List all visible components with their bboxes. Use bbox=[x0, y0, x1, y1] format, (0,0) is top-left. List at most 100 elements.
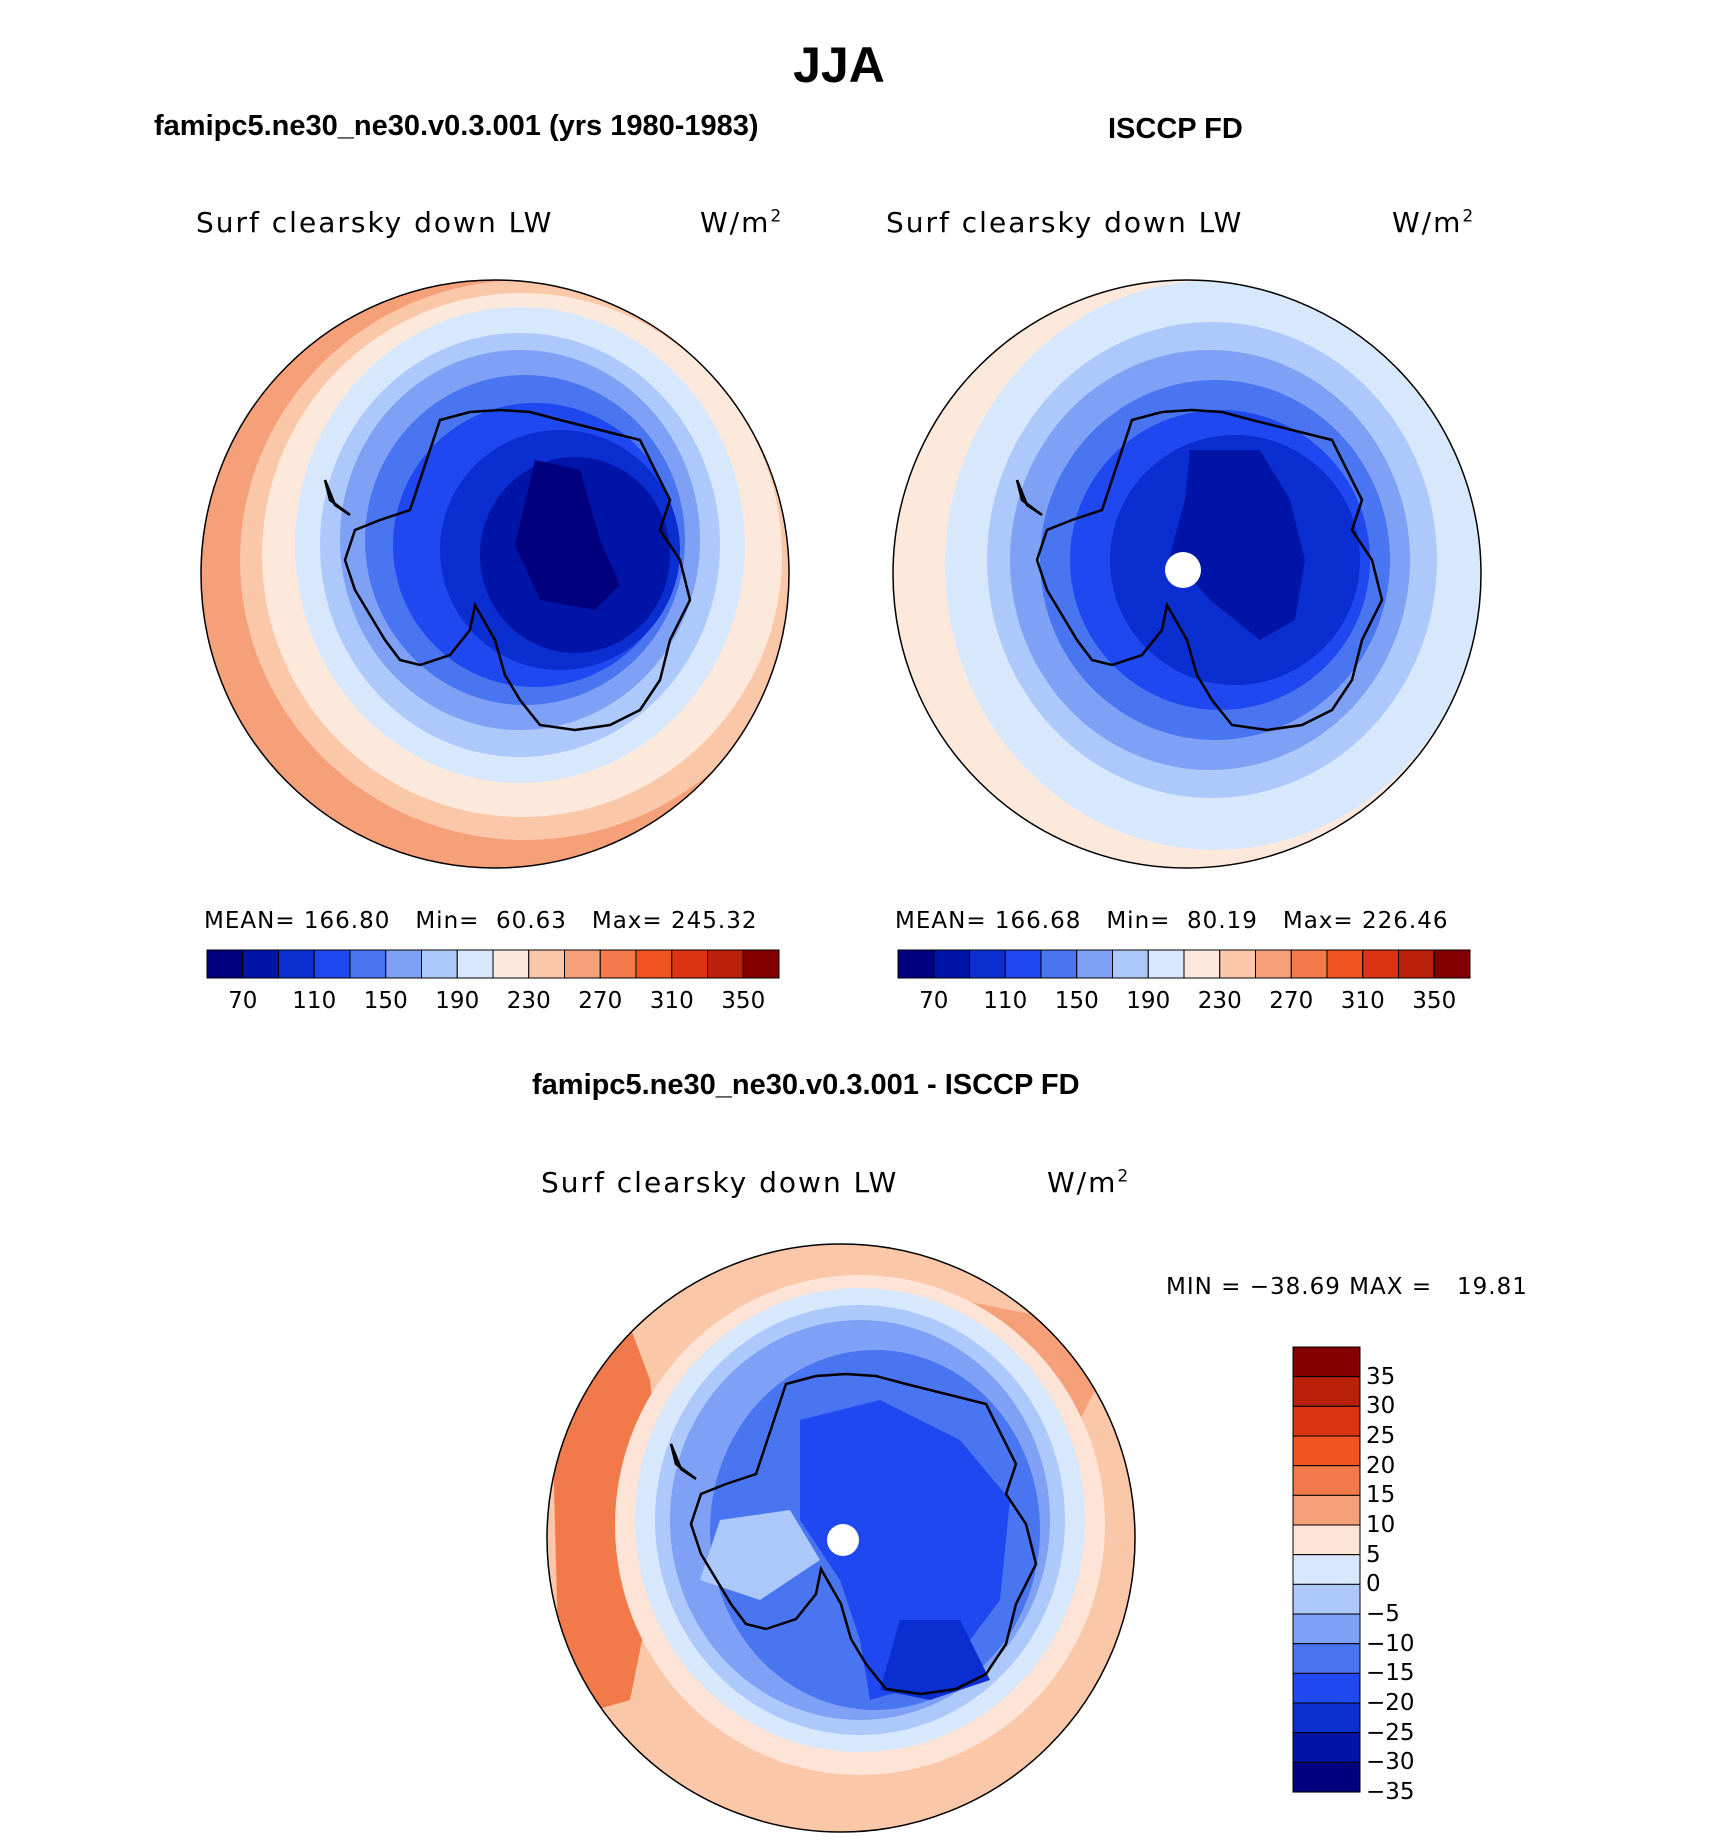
panel1-colorbar-box bbox=[564, 949, 601, 979]
panel1-colorbar-tick-label: 270 bbox=[578, 988, 623, 1014]
panel3-colorbar-tick-label: 20 bbox=[1366, 1452, 1396, 1479]
panel2-colorbar-box bbox=[1112, 949, 1149, 979]
panel2-units: W/m2 bbox=[1392, 206, 1476, 239]
panel1-colorbar-tick-label: 190 bbox=[435, 988, 480, 1014]
panel2-colorbar-box bbox=[1147, 949, 1185, 979]
panel1-colorbar-tick-label: 150 bbox=[363, 988, 408, 1014]
panel2-colorbar-box bbox=[897, 949, 935, 979]
panel3-colorbar-tick-label: −20 bbox=[1366, 1690, 1415, 1717]
panel1-colorbar-tick-label: 70 bbox=[228, 988, 258, 1014]
panel3-colorbar-tick-label: −30 bbox=[1366, 1749, 1415, 1776]
panel1-colorbar-box bbox=[206, 949, 244, 979]
panel3-colorbar-tick-label: −25 bbox=[1366, 1719, 1415, 1746]
panel3-colorbar bbox=[1292, 1346, 1361, 1793]
panel3-colorbar-tick-label: −15 bbox=[1366, 1660, 1415, 1687]
panel3-colorbar-box bbox=[1292, 1613, 1361, 1645]
panel2-map-outline bbox=[892, 279, 1482, 869]
panel3-colorbar-box bbox=[1292, 1761, 1361, 1793]
panel3-colorbar-box bbox=[1292, 1494, 1361, 1526]
panel3-map bbox=[547, 1244, 1135, 1832]
panel3-colorbar-box bbox=[1292, 1732, 1361, 1763]
panel3-colorbar-tick-label: −35 bbox=[1366, 1779, 1415, 1806]
panel3-colorbar-box bbox=[1292, 1554, 1361, 1585]
panel3-colorbar-tick-label: 30 bbox=[1366, 1393, 1396, 1420]
panel1-map-outline bbox=[200, 279, 790, 869]
panel2-colorbar bbox=[897, 949, 1471, 979]
panel3-colorbar-tick-label: 5 bbox=[1366, 1541, 1381, 1568]
panel3-colorbar-tick-label: −10 bbox=[1366, 1630, 1415, 1657]
panel2-colorbar-box bbox=[933, 949, 970, 979]
panel3-stats: MIN = −38.69 MAX = 19.81 bbox=[1166, 1274, 1528, 1300]
panel3-colorbar-tick-label: 0 bbox=[1366, 1571, 1381, 1598]
panel3-colorbar-box bbox=[1292, 1524, 1361, 1556]
panel3-colorbar-box bbox=[1292, 1435, 1361, 1467]
panel1-colorbar-box bbox=[242, 949, 279, 979]
panel1-colorbar-tick-label: 310 bbox=[649, 988, 694, 1014]
panel1-field-label: Surf clearsky down LW bbox=[196, 206, 554, 239]
panel3-antarctica-coastline bbox=[669, 1372, 1038, 1696]
panel3-colorbar-tick-label: 35 bbox=[1366, 1363, 1396, 1390]
panel2-colorbar-box bbox=[1040, 949, 1078, 979]
panel1-units: W/m2 bbox=[700, 206, 784, 239]
panel1-colorbar-box bbox=[385, 949, 422, 979]
panel2-colorbar-box bbox=[1398, 949, 1435, 979]
panel1-map bbox=[201, 280, 789, 868]
panel3-colorbar-box bbox=[1292, 1583, 1361, 1615]
panel1-colorbar-box bbox=[742, 949, 780, 979]
panel1-colorbar-box bbox=[278, 949, 315, 979]
panel2-colorbar-box bbox=[1183, 949, 1221, 979]
panel1-colorbar-box bbox=[707, 949, 744, 979]
panel3-colorbar-tick-label: 15 bbox=[1366, 1482, 1396, 1509]
panel2-colorbar-tick-label: 70 bbox=[919, 988, 949, 1014]
panel1-colorbar-tick-label: 350 bbox=[721, 988, 766, 1014]
panel3-units: W/m2 bbox=[1047, 1166, 1131, 1199]
panel1-colorbar-box bbox=[599, 949, 637, 979]
panel1-antarctica-coastline bbox=[323, 408, 692, 732]
panel1-colorbar bbox=[206, 949, 780, 979]
panel1-colorbar-box bbox=[635, 949, 673, 979]
panel3-map-outline bbox=[546, 1243, 1136, 1833]
figure-title: JJA bbox=[793, 37, 885, 93]
panel2-map bbox=[893, 280, 1481, 868]
panel1-colorbar-tick-label: 110 bbox=[292, 988, 337, 1014]
panel1-colorbar-box bbox=[528, 949, 565, 979]
panel2-colorbar-box bbox=[1076, 949, 1113, 979]
panel2-colorbar-box bbox=[1004, 949, 1042, 979]
panel2-colorbar-tick-label: 270 bbox=[1269, 988, 1314, 1014]
panel1-stats: MEAN= 166.80 Min= 60.63 Max= 245.32 bbox=[204, 908, 758, 934]
panel1-title: famipc5.ne30_ne30.v0.3.001 (yrs 1980-198… bbox=[154, 110, 759, 142]
panel1-colorbar-box bbox=[421, 949, 458, 979]
panel2-colorbar-box bbox=[1433, 949, 1471, 979]
panel2-colorbar-tick-label: 310 bbox=[1340, 988, 1385, 1014]
panel2-colorbar-tick-label: 350 bbox=[1412, 988, 1457, 1014]
panel1-colorbar-tick-label: 230 bbox=[506, 988, 551, 1014]
panel3-colorbar-box bbox=[1292, 1702, 1361, 1734]
panel2-colorbar-tick-label: 150 bbox=[1054, 988, 1099, 1014]
panel3-colorbar-tick-label: 10 bbox=[1366, 1512, 1396, 1539]
panel1-colorbar-box bbox=[313, 949, 351, 979]
panel3-colorbar-tick-label: −5 bbox=[1366, 1601, 1400, 1628]
panel2-colorbar-box bbox=[1219, 949, 1256, 979]
panel1-colorbar-box bbox=[349, 949, 387, 979]
panel3-colorbar-tick-label: 25 bbox=[1366, 1423, 1396, 1449]
panel2-title: ISCCP FD bbox=[1108, 113, 1243, 145]
panel2-antarctica-coastline bbox=[1015, 408, 1384, 732]
panel3-colorbar-box bbox=[1292, 1376, 1361, 1407]
panel1-colorbar-box bbox=[492, 949, 530, 979]
panel3-field-label: Surf clearsky down LW bbox=[541, 1166, 899, 1199]
panel3-colorbar-box bbox=[1292, 1346, 1361, 1378]
panel2-field-label: Surf clearsky down LW bbox=[886, 206, 1244, 239]
panel2-colorbar-box bbox=[969, 949, 1006, 979]
panel2-colorbar-box bbox=[1290, 949, 1328, 979]
panel2-colorbar-box bbox=[1326, 949, 1364, 979]
panel3-colorbar-box bbox=[1292, 1465, 1361, 1496]
panel1-colorbar-box bbox=[456, 949, 494, 979]
panel1-colorbar-box bbox=[671, 949, 708, 979]
panel2-colorbar-tick-label: 110 bbox=[983, 988, 1028, 1014]
panel2-colorbar-box bbox=[1362, 949, 1399, 979]
panel3-colorbar-box bbox=[1292, 1672, 1361, 1704]
panel3-title: famipc5.ne30_ne30.v0.3.001 - ISCCP FD bbox=[532, 1069, 1080, 1101]
panel2-stats: MEAN= 166.68 Min= 80.19 Max= 226.46 bbox=[895, 908, 1449, 934]
panel2-colorbar-box bbox=[1255, 949, 1292, 979]
